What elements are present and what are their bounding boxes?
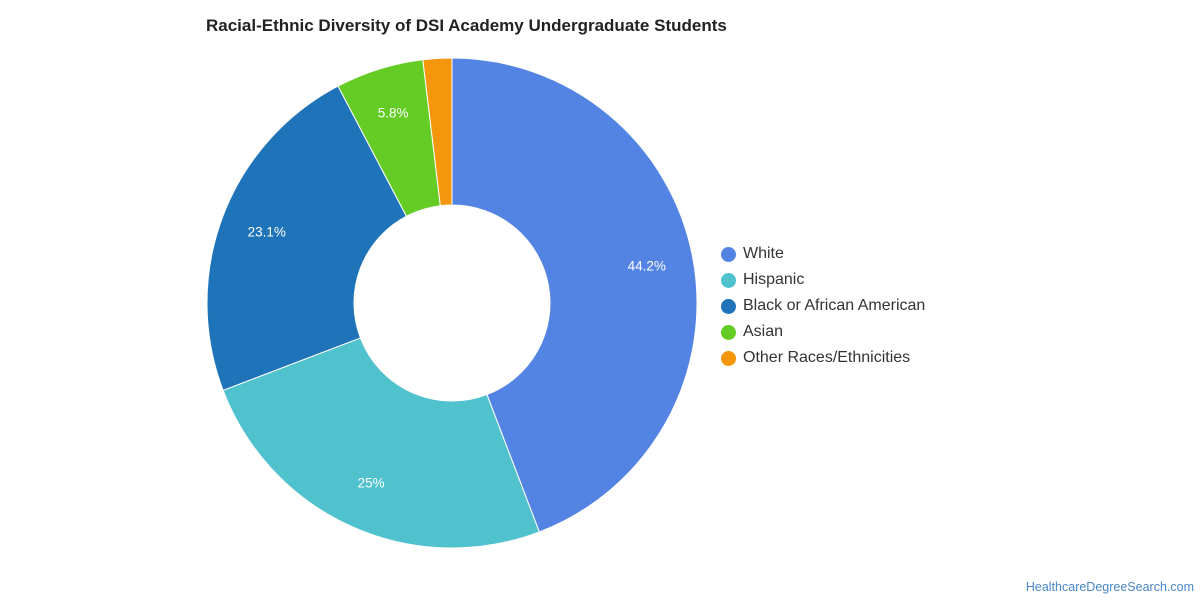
slice-black-or-african-american[interactable] <box>206 85 408 391</box>
slice-hispanic[interactable] <box>222 337 540 549</box>
slice-label: 5.8% <box>378 105 409 120</box>
slice-label: 23.1% <box>248 225 286 240</box>
legend-item[interactable]: Black or African American <box>721 293 925 319</box>
legend: White Hispanic Black or African American As… <box>721 241 925 371</box>
legend-label: Other Races/Ethnicities <box>743 349 911 366</box>
chart-title: Racial-Ethnic Diversity of DSI Academy U… <box>206 16 727 35</box>
legend-label: Hispanic <box>743 271 805 288</box>
legend-item[interactable]: Other Races/Ethnicities <box>721 345 925 371</box>
slices-group <box>206 57 698 549</box>
slice-label: 25% <box>358 475 385 490</box>
legend-swatch-icon <box>721 272 736 288</box>
legend-swatch-icon <box>721 350 736 366</box>
legend-label: Asian <box>743 323 784 340</box>
slice-other-races-ethnicities[interactable] <box>422 57 453 207</box>
legend-item[interactable]: Hispanic <box>721 267 925 293</box>
legend-swatch-icon <box>721 324 736 340</box>
legend-swatch-icon <box>721 298 736 314</box>
source-link[interactable]: HealthcareDegreeSearch.com <box>1025 580 1194 594</box>
legend-swatch-icon <box>721 246 736 262</box>
slice-white[interactable] <box>451 57 698 533</box>
slice-labels-group: 44.2% 25% 23.1% 5.8% <box>248 105 666 490</box>
legend-item[interactable]: Asian <box>721 319 925 345</box>
legend-label: Black or African American <box>743 297 926 314</box>
legend-label: White <box>743 245 784 262</box>
slice-label: 44.2% <box>628 259 666 274</box>
legend-item[interactable]: White <box>721 241 925 267</box>
